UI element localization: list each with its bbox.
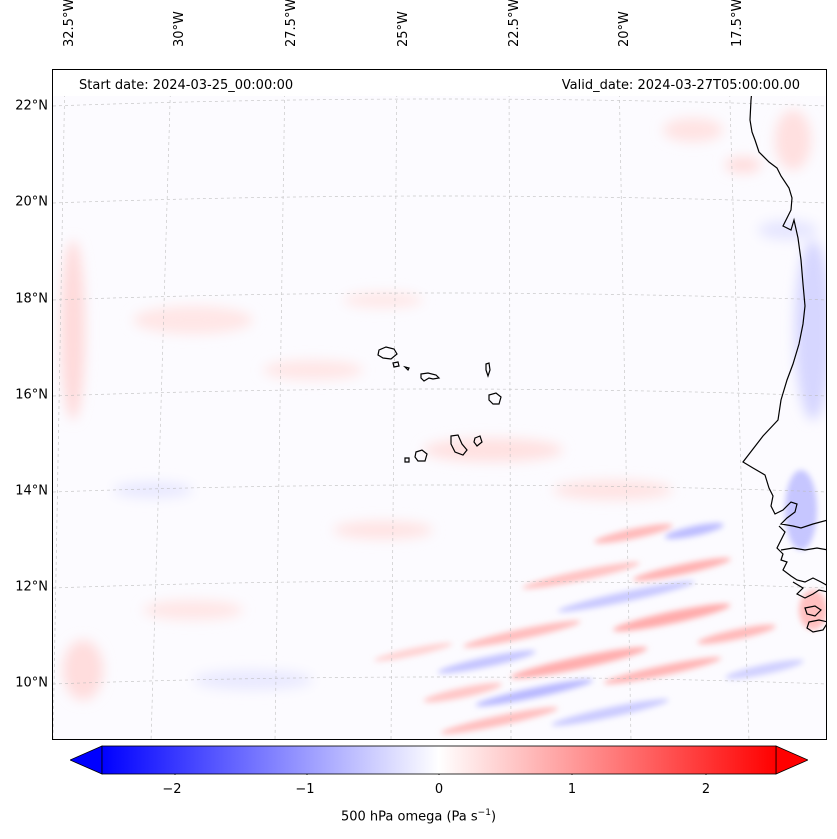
lon-line-27-5w bbox=[274, 70, 286, 739]
island-santo-antao bbox=[377, 346, 398, 360]
coastline-bijagos-islands-a bbox=[804, 605, 822, 617]
lat-line-20n bbox=[53, 195, 826, 204]
lat-line-22n bbox=[53, 98, 826, 107]
colorbar-tick-label: −1 bbox=[295, 782, 315, 797]
lon-label: 27.5°W bbox=[274, 0, 299, 62]
colorbar-svg bbox=[69, 745, 809, 778]
island-sao-vicente bbox=[392, 361, 400, 368]
colorbar-title-main: 500 hPa omega (Pa s bbox=[340, 809, 478, 825]
lon-line-32-5w bbox=[53, 70, 66, 739]
colorbar-tick-label: −2 bbox=[162, 782, 182, 797]
valid-date-label: Valid_date: 2024-03-27T05:00:00.00 bbox=[561, 78, 800, 93]
lat-label: 20°N bbox=[15, 194, 48, 210]
lon-label-text: 25°W bbox=[396, 11, 411, 47]
island-santiago bbox=[450, 434, 468, 456]
colorbar-extend-low bbox=[69, 745, 103, 775]
lat-label: 10°N bbox=[15, 675, 48, 691]
lat-line-16n bbox=[53, 388, 826, 397]
colorbar-title-close: ) bbox=[490, 809, 497, 825]
lat-line-18n bbox=[53, 292, 826, 301]
colorbar-title: 500 hPa omega (Pa s−1) bbox=[0, 808, 837, 824]
colorbar-tick-label: 0 bbox=[434, 782, 444, 797]
lon-line-17-5w bbox=[728, 70, 750, 739]
start-date-label: Start date: 2024-03-25_00:00:00 bbox=[79, 78, 294, 93]
african-coastline bbox=[742, 79, 826, 633]
omega-wave-bands bbox=[374, 470, 826, 735]
lon-label-text: 22.5°W bbox=[507, 0, 522, 47]
lon-label-text: 27.5°W bbox=[284, 0, 299, 47]
coastline-gambia-south bbox=[776, 525, 826, 586]
cape-verde-islands bbox=[377, 346, 502, 463]
lon-label: 32.5°W bbox=[52, 0, 77, 62]
omega-broad-anomalies bbox=[61, 110, 826, 700]
lon-label-text: 32.5°W bbox=[62, 0, 77, 47]
lat-label: 14°N bbox=[15, 483, 48, 499]
lat-line-10n bbox=[53, 676, 826, 685]
lat-label: 18°N bbox=[15, 291, 48, 307]
colorbar bbox=[69, 745, 809, 778]
island-sal bbox=[485, 362, 491, 378]
omega-field-map bbox=[53, 70, 826, 739]
lon-label-text: 30°W bbox=[172, 11, 187, 47]
lon-line-25w bbox=[390, 70, 398, 739]
info-bar: Start date: 2024-03-25_00:00:00 Valid_da… bbox=[53, 70, 826, 96]
colorbar-tick-label: 2 bbox=[701, 782, 711, 797]
lon-label: 20°W bbox=[607, 0, 632, 62]
lon-label: 25°W bbox=[386, 0, 411, 62]
island-sao-nicolau bbox=[420, 372, 441, 382]
coastline-bijagos-coast bbox=[792, 581, 826, 599]
lat-label: 22°N bbox=[15, 98, 48, 114]
colorbar-extend-high bbox=[775, 745, 809, 775]
coastline-gambia-river bbox=[780, 547, 826, 551]
island-fogo bbox=[414, 449, 428, 462]
lon-label: 17.5°W bbox=[720, 0, 745, 62]
lon-label: 22.5°W bbox=[497, 0, 522, 62]
map-panel[interactable]: Start date: 2024-03-25_00:00:00 Valid_da… bbox=[52, 69, 827, 740]
lon-line-20w bbox=[618, 70, 632, 739]
colorbar-tick-label: 1 bbox=[567, 782, 577, 797]
lon-line-30w bbox=[150, 70, 172, 739]
lon-label-text: 17.5°W bbox=[730, 0, 745, 47]
island-maio bbox=[473, 435, 483, 447]
colorbar-title-exponent: −1 bbox=[477, 808, 491, 818]
lon-label: 30°W bbox=[162, 0, 187, 62]
coastline-bijagos-islands-b bbox=[806, 619, 826, 633]
lat-line-12n bbox=[53, 580, 826, 589]
ocean-background bbox=[53, 70, 826, 739]
lat-label: 12°N bbox=[15, 579, 48, 595]
graticule bbox=[53, 70, 826, 739]
island-santa-luzia bbox=[403, 365, 410, 372]
colorbar-gradient bbox=[101, 745, 777, 775]
lat-line-14n bbox=[53, 484, 826, 493]
island-brava bbox=[404, 457, 410, 463]
lon-line-22-5w bbox=[508, 70, 512, 739]
island-boa-vista bbox=[488, 392, 502, 405]
lon-label-text: 20°W bbox=[617, 11, 632, 47]
lat-label: 16°N bbox=[15, 387, 48, 403]
coastline-mainland bbox=[742, 79, 826, 529]
